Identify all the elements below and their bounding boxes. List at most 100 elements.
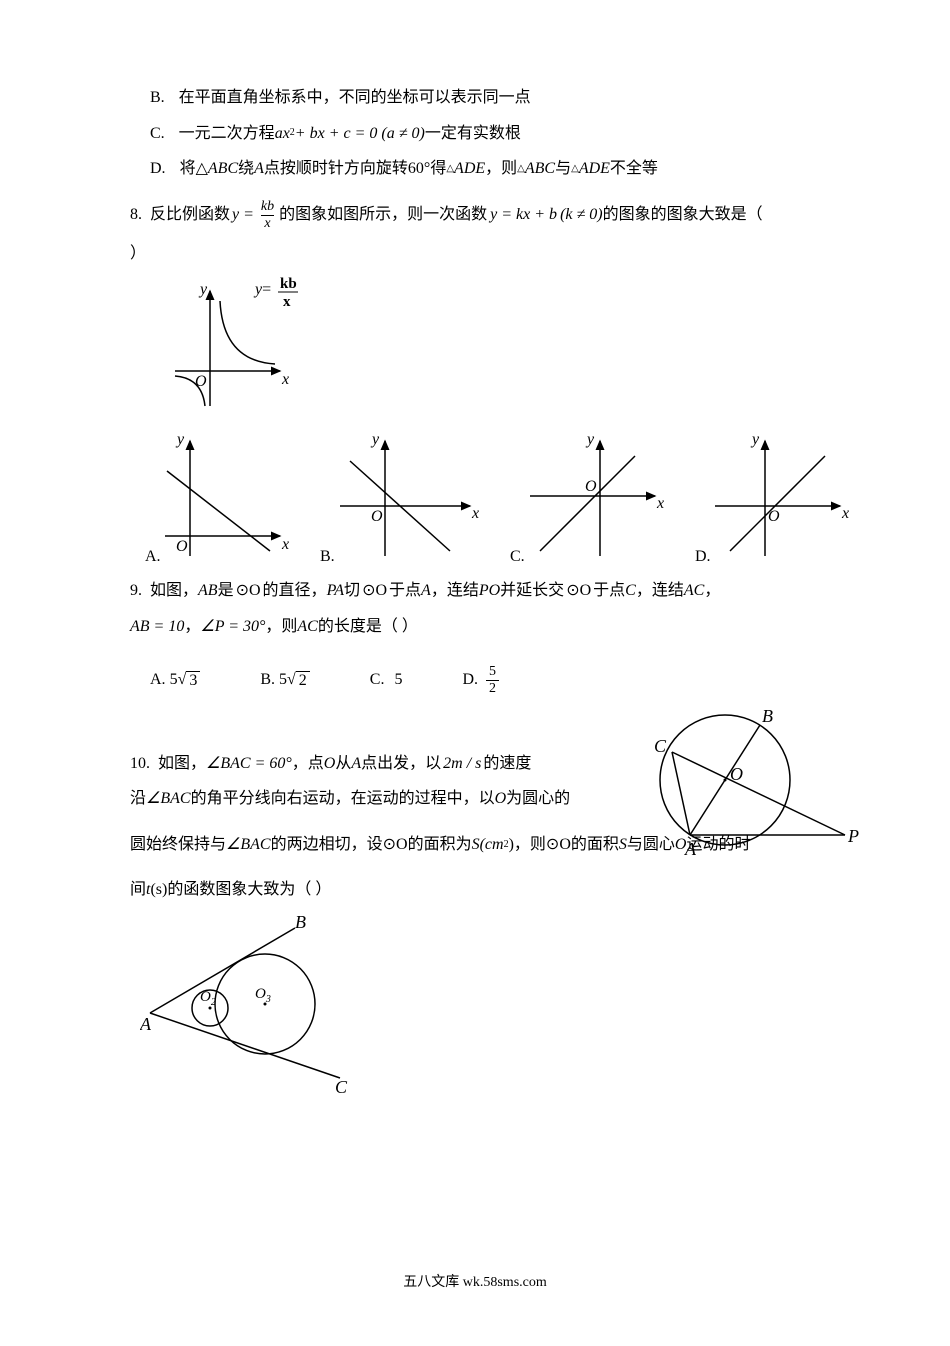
q8-opt-b: y O x B. — [315, 426, 505, 566]
q9-line1: 9. 如图， AB 是 ⊙O 的直径， PA 切 ⊙O 于点 A ，连结 PO … — [130, 578, 845, 604]
q9-p2: 是 — [218, 578, 234, 604]
q10-a: A — [351, 751, 361, 777]
q10-o2: O — [495, 786, 507, 812]
opt-d-deg: 60° — [408, 156, 430, 182]
q9-c: C — [625, 578, 636, 604]
linear-graph-d-icon: y O x — [690, 426, 865, 566]
svg-text:y=: y= — [253, 281, 271, 298]
q9-circle-o1: ⊙O — [236, 578, 261, 604]
q9-opt-c-label: C. — [370, 671, 385, 688]
q9-p7: 并延长交 — [500, 578, 564, 604]
opt-d-abc2: ABC — [525, 156, 555, 182]
q10-fig-B: B — [295, 913, 306, 932]
q10-p10: 的两边相切，设 — [271, 832, 383, 858]
opt-d-p7: 不全等 — [610, 156, 658, 182]
q9-opt-a-3: 3 — [186, 671, 200, 690]
q8-opt-c: y O x C. — [505, 426, 690, 566]
opt-c-eq-a: ax — [275, 121, 290, 147]
q9-opt-b-2: 2 — [296, 671, 310, 690]
q10-angle-bac3: ∠BAC — [226, 832, 271, 858]
opt-d-p3: 点按顺时针方向旋转 — [264, 156, 408, 182]
q10-p16: 间 — [130, 877, 146, 903]
q10-p3: 从 — [335, 751, 351, 777]
opt-c-cond: (a ≠ 0) — [381, 121, 424, 147]
q8-opt-a: y O x A. — [140, 426, 315, 566]
q10-p5: 的速度 — [483, 751, 531, 777]
opt-d-p2: 绕 — [238, 156, 254, 182]
q8-line: 8. 反比例函数 y = kb x 的图象如图所示，则一次函数 y = kx +… — [130, 200, 845, 231]
q10-angle-bac2: ∠BAC — [146, 786, 191, 812]
q8-p2: 的图象如图所示，则一次函数 — [279, 202, 487, 228]
q8-main-graph: y y= kb x O x — [160, 276, 845, 416]
q9-ac: AC — [684, 578, 704, 604]
circle-tangent-icon: B C O A P — [630, 680, 860, 900]
svg-text:O: O — [371, 508, 383, 525]
q9-p6: ，连结 — [431, 578, 479, 604]
q10-p8: 为圆心的 — [506, 786, 570, 812]
q9-figure: B C O A P — [630, 680, 860, 900]
svg-text:O3: O3 — [255, 986, 271, 1005]
linear-graph-b-icon: y O x — [315, 426, 505, 566]
svg-text:y: y — [585, 431, 595, 448]
q9-opt-b: B. 5√2 — [260, 671, 309, 690]
q9-opt-b-label: B. — [260, 671, 275, 688]
q9-num: 9. — [130, 578, 142, 604]
q9-opt-a: A. 5√3 — [150, 671, 200, 690]
q9-opt-c: C. 5 — [370, 671, 403, 689]
q9-po: PO — [479, 578, 500, 604]
opt-d-label: D. — [150, 156, 166, 182]
q9-circle-o3: ⊙O — [566, 578, 591, 604]
opt-c-prefix: 一元二次方程 — [179, 121, 275, 147]
q10-p7: 的角平分线向右运动，在运动的过程中，以 — [191, 786, 495, 812]
svg-text:O: O — [585, 478, 597, 495]
svg-text:O2: O2 — [200, 989, 216, 1008]
q8-num: 8. — [130, 202, 142, 228]
q8-frac-num: kb — [258, 200, 277, 215]
q10-t-unit: (s) — [150, 877, 167, 903]
q10-p4: 点出发，以 — [361, 751, 441, 777]
q10-fig-C: C — [335, 1077, 348, 1093]
svg-text:x: x — [283, 294, 291, 310]
svg-text:y: y — [750, 431, 760, 448]
q10-o: O — [324, 751, 336, 777]
svg-text:O: O — [195, 373, 207, 390]
q10-circle-o: ⊙O — [383, 832, 408, 858]
q8-frac-den: x — [261, 215, 273, 231]
q8-opt-c-label: C. — [510, 548, 525, 566]
q9-angle-p: ∠P = 30° — [200, 614, 265, 640]
q9-opt-d: D. 5 2 — [462, 665, 501, 696]
opt-d-abc1: ABC — [208, 156, 238, 182]
opt-d-line: D. 将 △ ABC 绕 A 点按顺时针方向旋转 60° 得 △ ADE ，则 … — [150, 156, 845, 182]
q10-p2: ，点 — [292, 751, 324, 777]
angle-circles-icon: B A C O2 O3 — [140, 913, 390, 1093]
q9-a: A — [421, 578, 431, 604]
opt-d-ade2: ADE — [579, 156, 610, 182]
hyperbola-icon: y y= kb x O x — [160, 276, 320, 416]
opt-c-label: C. — [150, 121, 165, 147]
opt-d-ade1: ADE — [454, 156, 485, 182]
opt-d-p6: 与 — [555, 156, 571, 182]
svg-text:O: O — [176, 538, 188, 555]
q9-opt-d-label: D. — [462, 671, 478, 689]
opt-d-p4: 得 — [430, 156, 446, 182]
q8-close-line: ） — [130, 241, 845, 267]
q9-opt-a-5: 5 — [170, 671, 178, 688]
opt-d-tri2: △ — [446, 161, 454, 177]
svg-text:x: x — [841, 505, 849, 522]
q9-opt-b-5: 5 — [279, 671, 287, 688]
q10-p11: 的面积为 — [408, 832, 472, 858]
q10-s2: S — [619, 832, 627, 858]
opt-d-tri1: △ — [196, 156, 208, 182]
q9-opt-c-val: 5 — [394, 671, 402, 688]
q10-p9: 圆始终保持与 — [130, 832, 226, 858]
svg-text:y: y — [370, 431, 380, 448]
q8-linear: y = kx + b — [490, 202, 557, 228]
q10-num: 10. — [130, 751, 150, 777]
q9-p12: ，则 — [265, 614, 297, 640]
q8-p3: 的图象的图象大致是（ — [603, 202, 763, 228]
q9-p9: ，连结 — [636, 578, 684, 604]
q10-p6: 沿 — [130, 786, 146, 812]
svg-text:x: x — [281, 536, 289, 553]
q10-p13: 的面积 — [571, 832, 619, 858]
opt-d-p1: 将 — [180, 156, 196, 182]
